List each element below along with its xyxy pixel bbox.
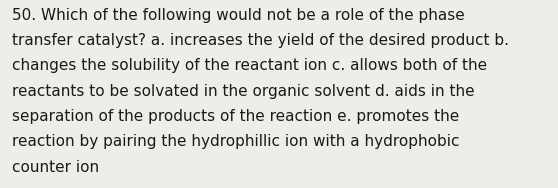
Text: reaction by pairing the hydrophillic ion with a hydrophobic: reaction by pairing the hydrophillic ion… [12,134,460,149]
Text: changes the solubility of the reactant ion c. allows both of the: changes the solubility of the reactant i… [12,58,487,73]
Text: reactants to be solvated in the organic solvent d. aids in the: reactants to be solvated in the organic … [12,84,475,99]
Text: 50. Which of the following would not be a role of the phase: 50. Which of the following would not be … [12,8,465,23]
Text: transfer catalyst? a. increases the yield of the desired product b.: transfer catalyst? a. increases the yiel… [12,33,509,48]
Text: counter ion: counter ion [12,160,99,175]
Text: separation of the products of the reaction e. promotes the: separation of the products of the reacti… [12,109,460,124]
